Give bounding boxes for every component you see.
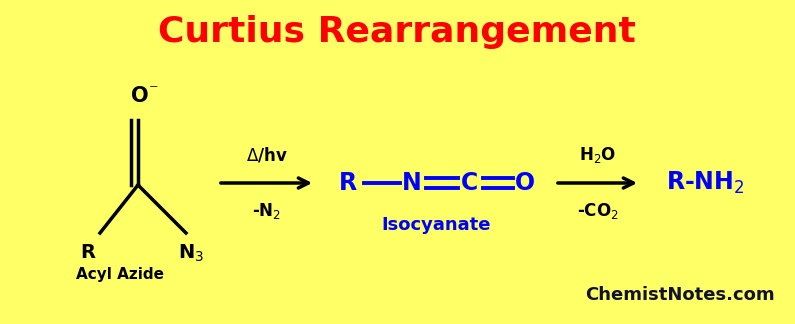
- Text: R-NH$_2$: R-NH$_2$: [666, 170, 744, 196]
- Text: O: O: [515, 171, 535, 195]
- Text: -N$_2$: -N$_2$: [252, 201, 281, 221]
- Text: N$_3$: N$_3$: [178, 243, 204, 264]
- Text: ⁻: ⁻: [149, 82, 159, 100]
- Text: H$_2$O: H$_2$O: [579, 145, 616, 165]
- Text: ChemistNotes.com: ChemistNotes.com: [585, 286, 775, 304]
- Text: Acyl Azide: Acyl Azide: [76, 268, 164, 283]
- Text: Isocyanate: Isocyanate: [382, 216, 491, 234]
- Text: R: R: [339, 171, 357, 195]
- Text: N: N: [402, 171, 422, 195]
- Text: -CO$_2$: -CO$_2$: [576, 201, 619, 221]
- Text: $\Delta$/hv: $\Delta$/hv: [246, 146, 288, 165]
- Text: C: C: [461, 171, 479, 195]
- Text: Curtius Rearrangement: Curtius Rearrangement: [158, 15, 636, 49]
- Text: R: R: [80, 243, 95, 262]
- Text: O: O: [131, 86, 149, 106]
